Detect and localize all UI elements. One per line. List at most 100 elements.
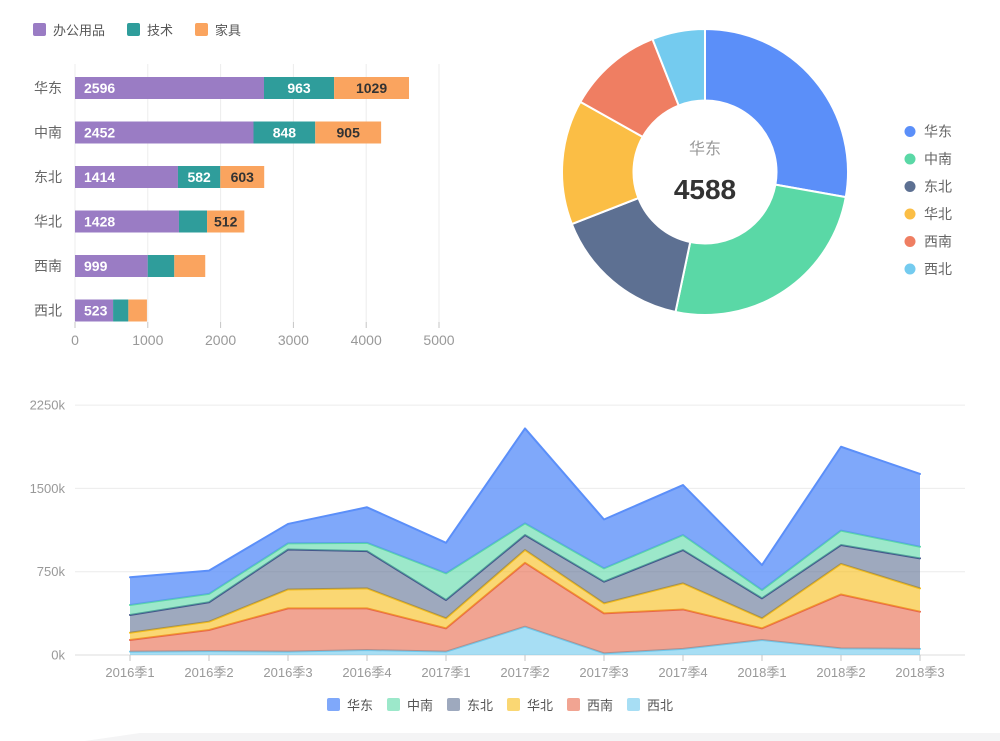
bar-segment-家具-西北[interactable] (128, 299, 147, 322)
legend-item-东北[interactable]: 东北 (904, 179, 953, 195)
area-x-axis-label: 2016季4 (342, 665, 391, 680)
bar-segment-家具-中南[interactable] (315, 121, 382, 144)
area-line-西南 (129, 561, 921, 642)
bar-x-axis-label: 3000 (278, 332, 309, 348)
legend-item-家具[interactable]: 家具 (195, 20, 241, 39)
area-y-axis-label: 0k (51, 648, 65, 663)
legend-dot (904, 126, 916, 137)
bar-segment-value: 999 (84, 258, 108, 274)
legend-label: 技术 (147, 23, 174, 38)
legend-item-华北[interactable]: 华北 (507, 695, 553, 714)
legend-item-华东[interactable]: 华东 (904, 124, 953, 140)
legend-label: 西南 (587, 698, 614, 713)
pie-slice-中南[interactable] (674, 183, 847, 316)
legend-swatch (33, 23, 46, 36)
legend-dot (904, 208, 916, 220)
bar-segment-技术-华东[interactable] (263, 77, 335, 99)
bar-segment-技术-西北[interactable] (113, 299, 129, 322)
legend-swatch (326, 698, 340, 711)
bottom-panel-edge (85, 733, 1000, 741)
pie-slice-华东[interactable] (704, 28, 849, 199)
area-x-axis-label: 2017季4 (658, 665, 707, 680)
bar-segment-value: 1428 (84, 214, 115, 230)
legend-item-东北[interactable]: 东北 (446, 695, 493, 714)
bar-segment-技术-西南[interactable] (147, 255, 175, 277)
legend-swatch (446, 698, 460, 711)
legend-item-西北[interactable]: 西北 (627, 695, 673, 714)
legend-label: 东北 (924, 179, 952, 195)
legend-label: 西北 (647, 698, 674, 713)
bar-segment-办公用品-西北[interactable] (75, 299, 114, 322)
legend-item-西北[interactable]: 西北 (904, 261, 953, 277)
legend-item-中南[interactable]: 中南 (904, 151, 953, 167)
bar-segment-value: 1029 (356, 80, 387, 96)
donut-center-value: 4588 (674, 174, 736, 205)
bar-segment-技术-中南[interactable] (253, 121, 316, 144)
area-x-axis-label: 2017季1 (421, 665, 470, 680)
area-x-axis-label: 2017季3 (579, 665, 628, 680)
bar-x-axis-label: 5000 (423, 332, 454, 348)
bar-segment-技术-华北[interactable] (178, 210, 208, 233)
area-chart: 0k 750k 1500k 2250k 2016季1 2016季2 2016季3 2016季4… (30, 398, 965, 680)
area-band-华北[interactable] (130, 550, 920, 641)
legend-label: 中南 (406, 698, 433, 713)
area-band-华东[interactable] (130, 428, 920, 606)
area-y-axis-label: 2250k (30, 398, 66, 413)
legend-item-西南[interactable]: 西南 (904, 234, 953, 250)
bar-segment-办公用品-华北[interactable] (75, 210, 179, 233)
legend-item-华东[interactable]: 华东 (326, 695, 373, 714)
bar-segment-value: 905 (337, 125, 361, 141)
legend-item-西南[interactable]: 西南 (567, 695, 613, 714)
bar-segment-家具-华北[interactable] (207, 210, 245, 233)
legend-dot (904, 181, 916, 192)
area-band-东北[interactable] (130, 535, 920, 633)
area-chart-legend: 华东 中南 东北 华北 西南 西北 (0, 695, 1000, 714)
bar-x-axis-label: 1000 (132, 332, 163, 348)
bar-segment-办公用品-中南[interactable] (75, 121, 254, 144)
bar-category-label: 中南 (34, 125, 62, 141)
bar-chart-legend: 办公用品 技术 家具 (33, 20, 241, 39)
bar-segment-办公用品-东北[interactable] (75, 166, 178, 188)
bar-segment-value: 2596 (84, 80, 115, 96)
area-x-axis-label: 2018季2 (816, 665, 865, 680)
bar-segment-value: 963 (287, 80, 311, 96)
bar-x-axis-label: 2000 (205, 332, 236, 348)
bar-segment-家具-西南[interactable] (174, 255, 206, 277)
bar-category-label: 华北 (34, 214, 62, 230)
bar-segment-value: 603 (231, 169, 255, 185)
bar-segment-办公用品-西南[interactable] (75, 255, 148, 277)
area-x-axis-label: 2017季2 (500, 665, 549, 680)
legend-dot (904, 263, 916, 275)
area-x-axis-label: 2018季1 (737, 665, 786, 680)
legend-swatch (627, 698, 641, 711)
bar-segment-技术-东北[interactable] (177, 166, 221, 188)
donut-center-title: 华东 (689, 140, 721, 158)
legend-item-中南[interactable]: 中南 (386, 695, 433, 714)
legend-label: 华东 (346, 698, 373, 713)
bar-segment-value: 1414 (84, 169, 115, 185)
legend-item-华北[interactable]: 华北 (904, 206, 953, 222)
bar-x-axis-label: 4000 (351, 332, 382, 348)
bar-x-axis-label: 0 (71, 332, 79, 348)
bar-segment-value: 848 (273, 125, 297, 141)
area-band-西北[interactable] (130, 626, 920, 655)
legend-label: 家具 (215, 23, 242, 38)
bar-segment-value: 523 (84, 303, 108, 319)
bar-segment-家具-华东[interactable] (334, 77, 410, 99)
area-band-西南[interactable] (130, 562, 920, 654)
area-y-axis-label: 750k (37, 564, 66, 579)
legend-item-技术[interactable]: 技术 (127, 20, 173, 39)
area-band-中南[interactable] (130, 523, 920, 616)
bar-segment-办公用品-华东[interactable] (75, 77, 264, 99)
legend-label: 东北 (466, 698, 493, 713)
legend-label: 中南 (924, 151, 952, 167)
legend-label: 华东 (924, 124, 952, 140)
bar-segment-家具-东北[interactable] (220, 166, 265, 188)
area-x-axis-label: 2016季1 (105, 665, 154, 680)
area-y-axis-label: 1500k (30, 481, 66, 496)
legend-item-办公用品[interactable]: 办公用品 (33, 20, 105, 39)
pie-slice-西北[interactable] (651, 28, 706, 107)
legend-swatch (195, 23, 209, 36)
legend-swatch (567, 698, 581, 711)
